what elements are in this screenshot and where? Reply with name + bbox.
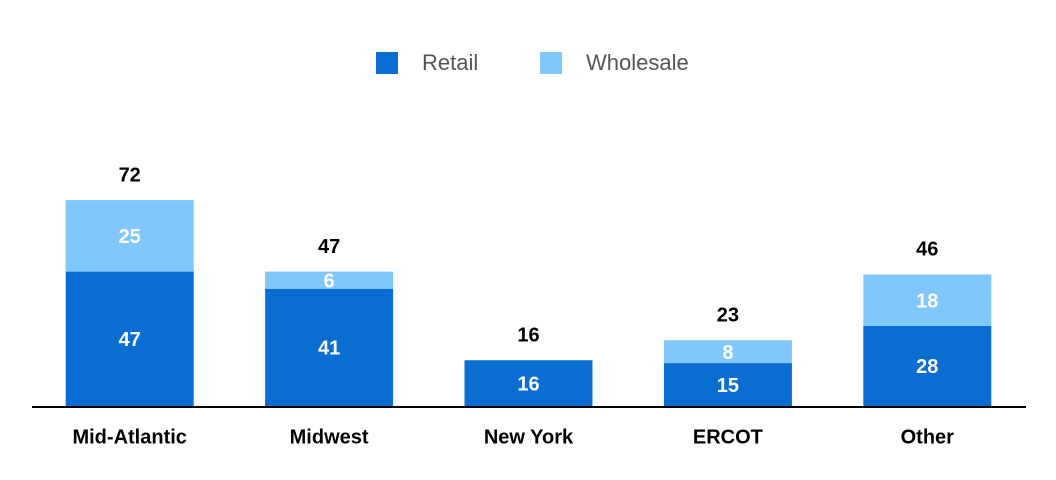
bar-segment [265,271,394,289]
bar-segment [663,340,792,364]
total-label: 16 [517,325,539,347]
x-tick-label: Mid-Atlantic [72,426,186,448]
bar-segment [464,360,593,406]
legend-swatch [376,52,398,74]
total-label: 72 [119,164,141,186]
value-label: 16 [517,373,539,395]
value-label: 25 [119,226,141,248]
total-label: 46 [916,239,938,261]
value-label: 18 [916,290,938,312]
legend-label: Wholesale [586,50,689,75]
total-label: 47 [318,236,340,258]
bar-segment [65,200,194,272]
bar-segment [65,271,194,406]
x-tick-label: ERCOT [693,426,763,448]
value-label: 15 [717,375,739,397]
value-label: 28 [916,356,938,378]
legend-swatch [540,52,562,74]
value-label: 6 [324,270,335,292]
total-label: 23 [717,305,739,327]
legend-label: Retail [422,50,478,75]
value-label: 8 [722,342,733,364]
x-tick-label: Midwest [290,426,369,448]
x-tick-label: New York [484,426,574,448]
bar-segment [265,288,394,406]
bar-segment [863,325,992,406]
x-tick-label: Other [901,426,955,448]
value-label: 41 [318,338,340,360]
value-label: 47 [119,329,141,351]
bar-segment [863,274,992,326]
bar-segment [663,363,792,406]
